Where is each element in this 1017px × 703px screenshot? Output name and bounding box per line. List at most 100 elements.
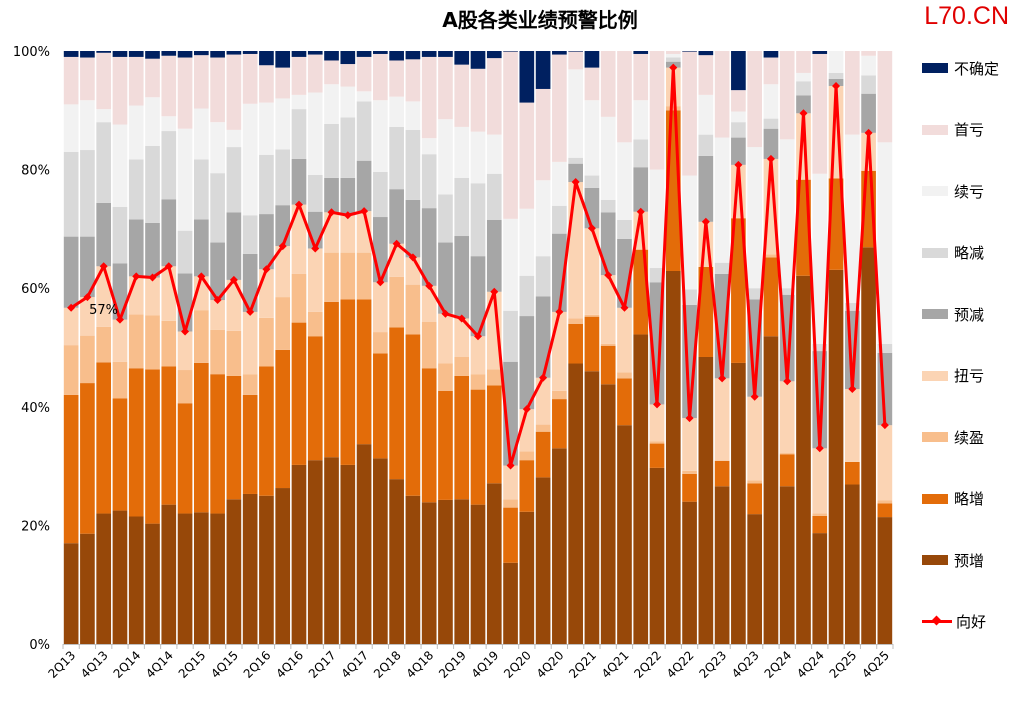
bar-segment <box>747 288 763 300</box>
bar-segment <box>877 503 893 518</box>
bar-segment <box>145 97 160 146</box>
bar-segment <box>470 131 486 184</box>
x-tick-label: 4Q18 <box>404 648 437 681</box>
bar-segment <box>291 51 307 57</box>
x-tick-label: 2Q14 <box>111 648 144 681</box>
line-point-marker <box>278 242 287 251</box>
bar-segment <box>503 562 518 644</box>
y-tick-label: 60% <box>21 282 50 297</box>
bar-segment <box>438 313 453 364</box>
bar-segment <box>438 242 453 314</box>
bar-segment <box>324 51 339 61</box>
line-point-marker <box>376 278 385 287</box>
bar-segment <box>389 126 404 190</box>
bar-segment <box>161 504 177 644</box>
line-point-marker <box>636 207 645 216</box>
bar-segment <box>844 134 860 304</box>
line-point-marker <box>653 400 662 409</box>
bar-segment <box>470 336 486 375</box>
bar-segment <box>421 56 437 139</box>
legend-swatch <box>922 186 948 196</box>
bar-segment <box>584 187 600 229</box>
bar-segment <box>356 91 372 102</box>
legend-item: 预增 <box>922 550 984 570</box>
bar-segment <box>568 157 583 164</box>
bar-segment <box>633 51 649 54</box>
bar-segment <box>340 464 356 644</box>
line-point-marker <box>132 272 141 281</box>
bar-segment <box>682 175 697 290</box>
bar-segment <box>486 173 502 221</box>
bar-segment <box>210 173 225 243</box>
bar-segment <box>63 51 79 57</box>
bar-segment <box>112 56 128 125</box>
bar-segment <box>519 102 535 209</box>
bar-segment <box>649 467 665 644</box>
bar-segment <box>389 60 404 97</box>
legend-label: 扭亏 <box>954 367 985 385</box>
x-tick-label: 2Q25 <box>827 648 860 681</box>
bar-segment <box>389 276 404 328</box>
bar-segment <box>96 362 112 514</box>
bar-segment <box>552 390 567 400</box>
bar-segment <box>307 211 323 249</box>
bar-segment <box>519 208 535 276</box>
bar-segment <box>259 214 274 270</box>
bar-segment <box>763 257 779 337</box>
bar-segment <box>324 123 339 178</box>
bar-segment <box>421 51 437 57</box>
bar-segment <box>275 67 291 99</box>
bar-segment <box>486 58 502 135</box>
bar-segment <box>80 100 95 151</box>
bar-segment <box>259 317 274 367</box>
bar-segment <box>617 51 632 143</box>
bar-segment <box>552 54 567 162</box>
bar-segment <box>633 139 649 168</box>
bar-segment <box>861 51 876 56</box>
bar-segment <box>242 215 258 254</box>
bar-segment <box>503 51 518 52</box>
bar-segment <box>519 51 535 103</box>
bar-segment <box>747 147 763 289</box>
bar-segment <box>291 273 307 323</box>
x-tick-label: 4Q19 <box>469 648 502 681</box>
bar-segment <box>633 100 649 140</box>
data-label-first-point: 57% <box>89 303 118 318</box>
line-point-marker <box>587 224 596 233</box>
bar-segment <box>714 51 730 138</box>
bar-segment <box>698 266 714 357</box>
legend-item: 预减 <box>922 304 984 324</box>
bar-segment <box>779 454 795 487</box>
bar-segment <box>535 377 551 425</box>
bar-segment <box>844 484 860 644</box>
bar-segment <box>193 55 209 109</box>
line-point-marker <box>457 314 466 323</box>
bar-segment <box>356 101 372 161</box>
bar-segment <box>259 102 274 155</box>
x-tick-label: 2Q21 <box>566 648 599 681</box>
bar-segment <box>242 253 258 312</box>
bar-segment <box>226 147 242 213</box>
x-tick-label: 2Q20 <box>501 648 534 681</box>
bar-segment <box>682 470 697 474</box>
bar-segment <box>340 64 356 87</box>
bar-segment <box>80 383 95 534</box>
bar-segment <box>373 100 388 172</box>
legend-item: 略增 <box>922 489 984 509</box>
bar-segment <box>80 51 95 58</box>
bar-segment <box>568 323 583 364</box>
x-tick-label: 4Q14 <box>143 648 176 681</box>
bar-segment <box>731 90 746 112</box>
bar-segment <box>177 128 193 231</box>
legend-swatch <box>922 555 948 565</box>
bar-segment <box>177 57 193 129</box>
bar-segment <box>340 51 356 65</box>
bar-segment <box>486 220 502 292</box>
bar-segment <box>844 389 860 462</box>
line-point-marker <box>620 303 629 312</box>
line-point-marker <box>311 244 320 253</box>
bar-segment <box>812 515 828 534</box>
line-point-marker <box>229 275 238 284</box>
bar-segment <box>438 363 453 391</box>
bar-segment <box>421 208 437 286</box>
